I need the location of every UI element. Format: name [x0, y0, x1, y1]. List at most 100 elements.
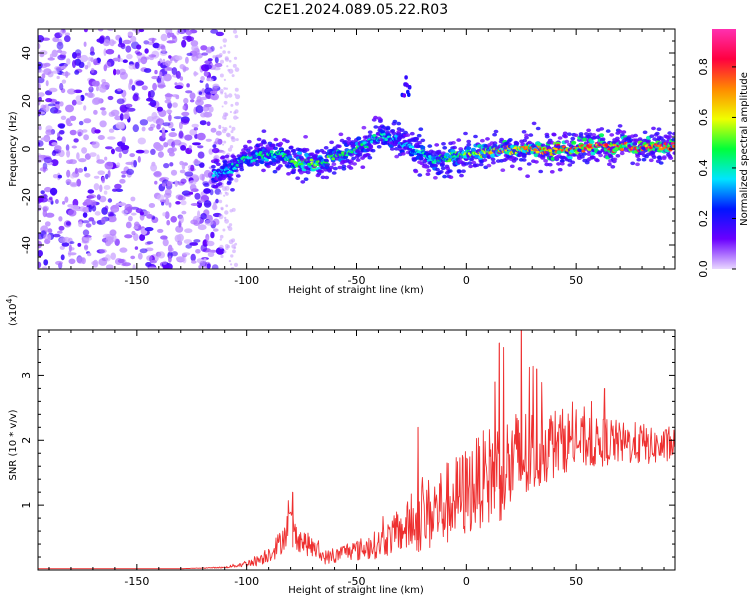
noise-cell	[171, 94, 179, 98]
noise-cell	[192, 142, 201, 146]
noise-cell	[103, 190, 108, 195]
noise-cell	[168, 132, 178, 138]
noise-cell	[169, 162, 174, 167]
noise-cell	[162, 264, 170, 269]
noise-cell	[182, 252, 191, 256]
noise-cell	[144, 227, 154, 232]
noise-cell	[103, 185, 111, 190]
noise-cell	[204, 104, 212, 108]
noise-cell	[223, 250, 227, 254]
ridge-cell	[564, 139, 570, 144]
noise-cell	[67, 209, 77, 217]
noise-cell	[150, 163, 158, 172]
noise-cell	[128, 82, 132, 90]
ridge-cell	[500, 168, 506, 172]
ridge-cell	[527, 140, 532, 145]
noise-cell	[82, 129, 88, 133]
ridge-cell	[474, 163, 480, 167]
noise-cell	[185, 56, 189, 64]
ridge-cell	[448, 141, 453, 146]
noise-cell	[224, 216, 227, 220]
noise-cell	[182, 105, 186, 110]
ridge-cell	[467, 161, 473, 165]
noise-cell	[234, 93, 237, 96]
noise-cell	[183, 239, 192, 244]
noise-cell	[45, 80, 49, 87]
ridge-cell	[230, 188, 235, 192]
noise-cell	[93, 97, 102, 105]
noise-cell	[161, 127, 165, 133]
noise-cell	[118, 152, 122, 159]
noise-cell	[220, 59, 224, 64]
ridge-cell	[349, 159, 354, 163]
noise-cell	[146, 255, 153, 261]
x-tick-label: -150	[124, 575, 149, 588]
ridge-cell	[217, 182, 223, 186]
noise-cell	[228, 239, 234, 245]
noise-cell	[114, 183, 122, 189]
ridge-cell	[403, 130, 408, 135]
ridge-cell	[645, 140, 651, 144]
ridge-cell	[356, 136, 362, 141]
noise-cell	[58, 225, 65, 231]
ridge-cell	[303, 177, 309, 181]
noise-cell	[161, 77, 165, 83]
noise-cell	[76, 178, 82, 187]
noise-cell	[78, 221, 83, 228]
noise-cell	[191, 260, 197, 264]
noise-cell	[164, 197, 170, 206]
ridge-cell	[376, 145, 382, 149]
ridge-cell	[385, 125, 391, 130]
ridge-cell	[391, 131, 397, 136]
colorbar-gradient	[712, 29, 736, 269]
ridge-cell	[485, 137, 490, 141]
noise-cell	[171, 128, 176, 132]
noise-cell	[54, 65, 63, 71]
noise-cell	[40, 104, 46, 111]
noise-cell	[133, 233, 139, 242]
ridge-cell	[239, 167, 245, 172]
noise-cell	[203, 169, 212, 178]
ridge-cell	[573, 133, 579, 138]
noise-cell	[213, 228, 219, 232]
noise-cell	[107, 136, 116, 140]
noise-cell	[195, 105, 204, 114]
ridge-cell	[522, 138, 528, 143]
noise-cell	[179, 76, 184, 81]
noise-cell	[234, 87, 239, 92]
ridge-cell	[341, 167, 347, 171]
noise-cell	[220, 91, 224, 95]
noise-cell	[119, 58, 123, 62]
ridge-cell	[399, 128, 405, 132]
ridge-cell	[248, 146, 253, 150]
noise-cell	[186, 83, 190, 88]
ridge-cell	[431, 150, 436, 155]
noise-cell	[122, 59, 128, 63]
noise-cell	[163, 142, 169, 148]
ridge-cell	[328, 151, 333, 156]
noise-cell	[105, 236, 114, 245]
noise-cell	[47, 103, 56, 107]
noise-cell	[71, 145, 78, 149]
noise-cell	[119, 113, 124, 121]
noise-cell	[87, 194, 97, 199]
noise-cell	[75, 95, 82, 103]
noise-cell	[154, 69, 158, 75]
ridge-cell	[278, 164, 283, 168]
noise-cell	[137, 252, 143, 260]
noise-cell	[67, 88, 76, 95]
ridge-cell	[396, 130, 402, 134]
noise-cell	[65, 104, 74, 113]
noise-cell	[117, 42, 125, 48]
noise-cell	[205, 138, 212, 142]
ridge-cell	[278, 141, 284, 146]
noise-cell	[180, 178, 187, 184]
noise-cell	[137, 137, 146, 145]
noise-cell	[40, 194, 48, 199]
noise-cell	[38, 125, 42, 131]
ridge-cell	[348, 166, 354, 170]
noise-cell	[166, 219, 171, 226]
noise-cell	[188, 145, 192, 150]
ridge-cell	[528, 133, 534, 137]
ridge-cell	[621, 130, 627, 134]
